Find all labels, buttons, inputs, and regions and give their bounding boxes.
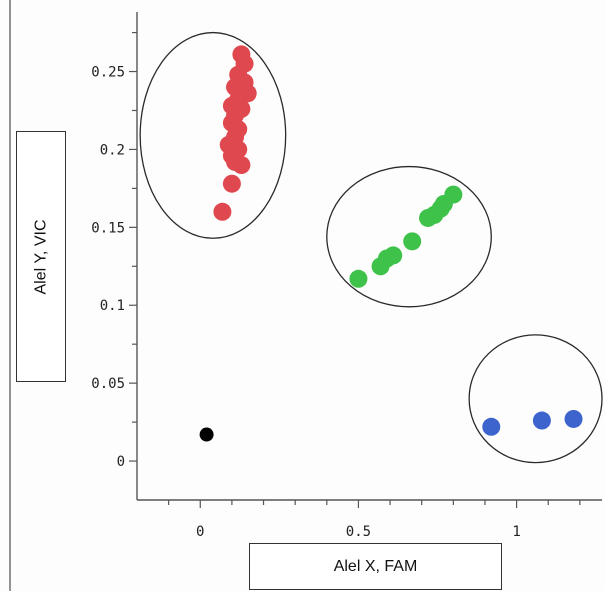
y-tick-label: 0.05 xyxy=(91,376,125,392)
data-point xyxy=(403,232,422,251)
x-axis-label: Alel X, FAM xyxy=(333,557,418,575)
x-axis-label-box: Alel X, FAM xyxy=(249,543,502,590)
y-axis-label-box: Alel Y, VIC xyxy=(16,131,66,382)
y-tick-label: 0.15 xyxy=(91,220,125,236)
data-point xyxy=(444,185,463,204)
data-points xyxy=(199,45,583,442)
cluster-ellipse xyxy=(326,165,492,308)
data-point xyxy=(482,417,501,436)
data-point xyxy=(213,202,232,221)
data-point xyxy=(384,246,403,265)
data-point xyxy=(222,174,241,193)
cluster-ellipses xyxy=(139,31,603,464)
y-axis-label: Alel Y, VIC xyxy=(32,218,50,295)
x-tick-label: 0 xyxy=(196,524,204,540)
y-tick-label: 0.25 xyxy=(91,65,125,81)
data-point xyxy=(532,411,551,430)
x-tick-label: 1 xyxy=(512,524,520,540)
x-tick-label: 0.5 xyxy=(346,524,371,540)
data-point xyxy=(232,156,251,175)
data-point xyxy=(199,427,214,442)
y-tick-label: 0.2 xyxy=(100,142,125,158)
y-tick-label: 0.1 xyxy=(100,298,125,314)
data-point xyxy=(349,269,368,288)
cluster-ellipse xyxy=(139,31,287,239)
y-tick-label: 0 xyxy=(117,454,125,470)
plot-frame: 0 0.05 0.1 0.15 0.2 0.25 0 0.5 1 xyxy=(9,0,602,591)
cluster-ellipse xyxy=(468,334,603,464)
data-point xyxy=(564,409,583,428)
